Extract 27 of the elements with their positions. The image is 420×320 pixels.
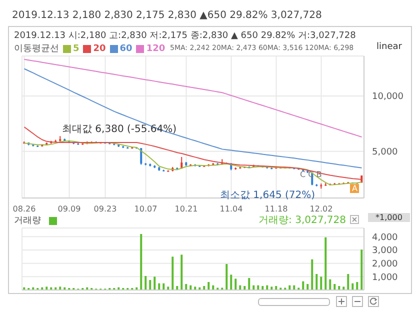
y-tick-label: 1,000 — [372, 272, 398, 283]
y-axis-title: *1,000 — [368, 213, 410, 222]
y-tick-label: 2,000 — [372, 260, 398, 270]
y-tick-label: 10,000 — [372, 92, 404, 102]
legend-label: 60 — [120, 44, 132, 54]
x-tick-label: 09.09 — [58, 204, 81, 214]
x-tick-label: 10.07 — [134, 204, 158, 214]
chart-title: 2019.12.13 2,180 2,830 2,175 2,830 ▲650 29.82% 3,027,728 — [12, 10, 322, 21]
chart-subtitle: 2019.12.13 시:2,180 고:2,830 저:2,175 종:2,830 ▲ 650 29.82% 거:3,027,728 — [14, 30, 356, 42]
legend-label: 20 — [93, 44, 106, 54]
legend-label: 120 — [146, 44, 166, 54]
legend-label: 거래량 — [14, 215, 41, 227]
text: 거래량: 3,027,728 — [258, 214, 346, 227]
text: linear — [376, 42, 402, 52]
y-tick-label: 3,000 — [372, 246, 398, 256]
x-tick-label: 08.26 — [12, 204, 36, 214]
x-tick-label: 10.21 — [174, 204, 198, 214]
annotation: 최소값 1,645 (72%) — [220, 189, 316, 202]
x-tick-label: 09.23 — [94, 204, 117, 214]
x-tick-label: 12.02 — [310, 204, 333, 214]
legend-label: 5 — [73, 44, 80, 54]
annotation: A — [350, 184, 360, 193]
x-tick-label: 11.04 — [220, 204, 243, 214]
x-tick-label: 11.18 — [264, 204, 288, 214]
y-tick-label: 5,000 — [372, 148, 398, 158]
y-tick-label: 4,000 — [372, 232, 398, 243]
legend-title: 이동평균선 — [14, 43, 59, 55]
